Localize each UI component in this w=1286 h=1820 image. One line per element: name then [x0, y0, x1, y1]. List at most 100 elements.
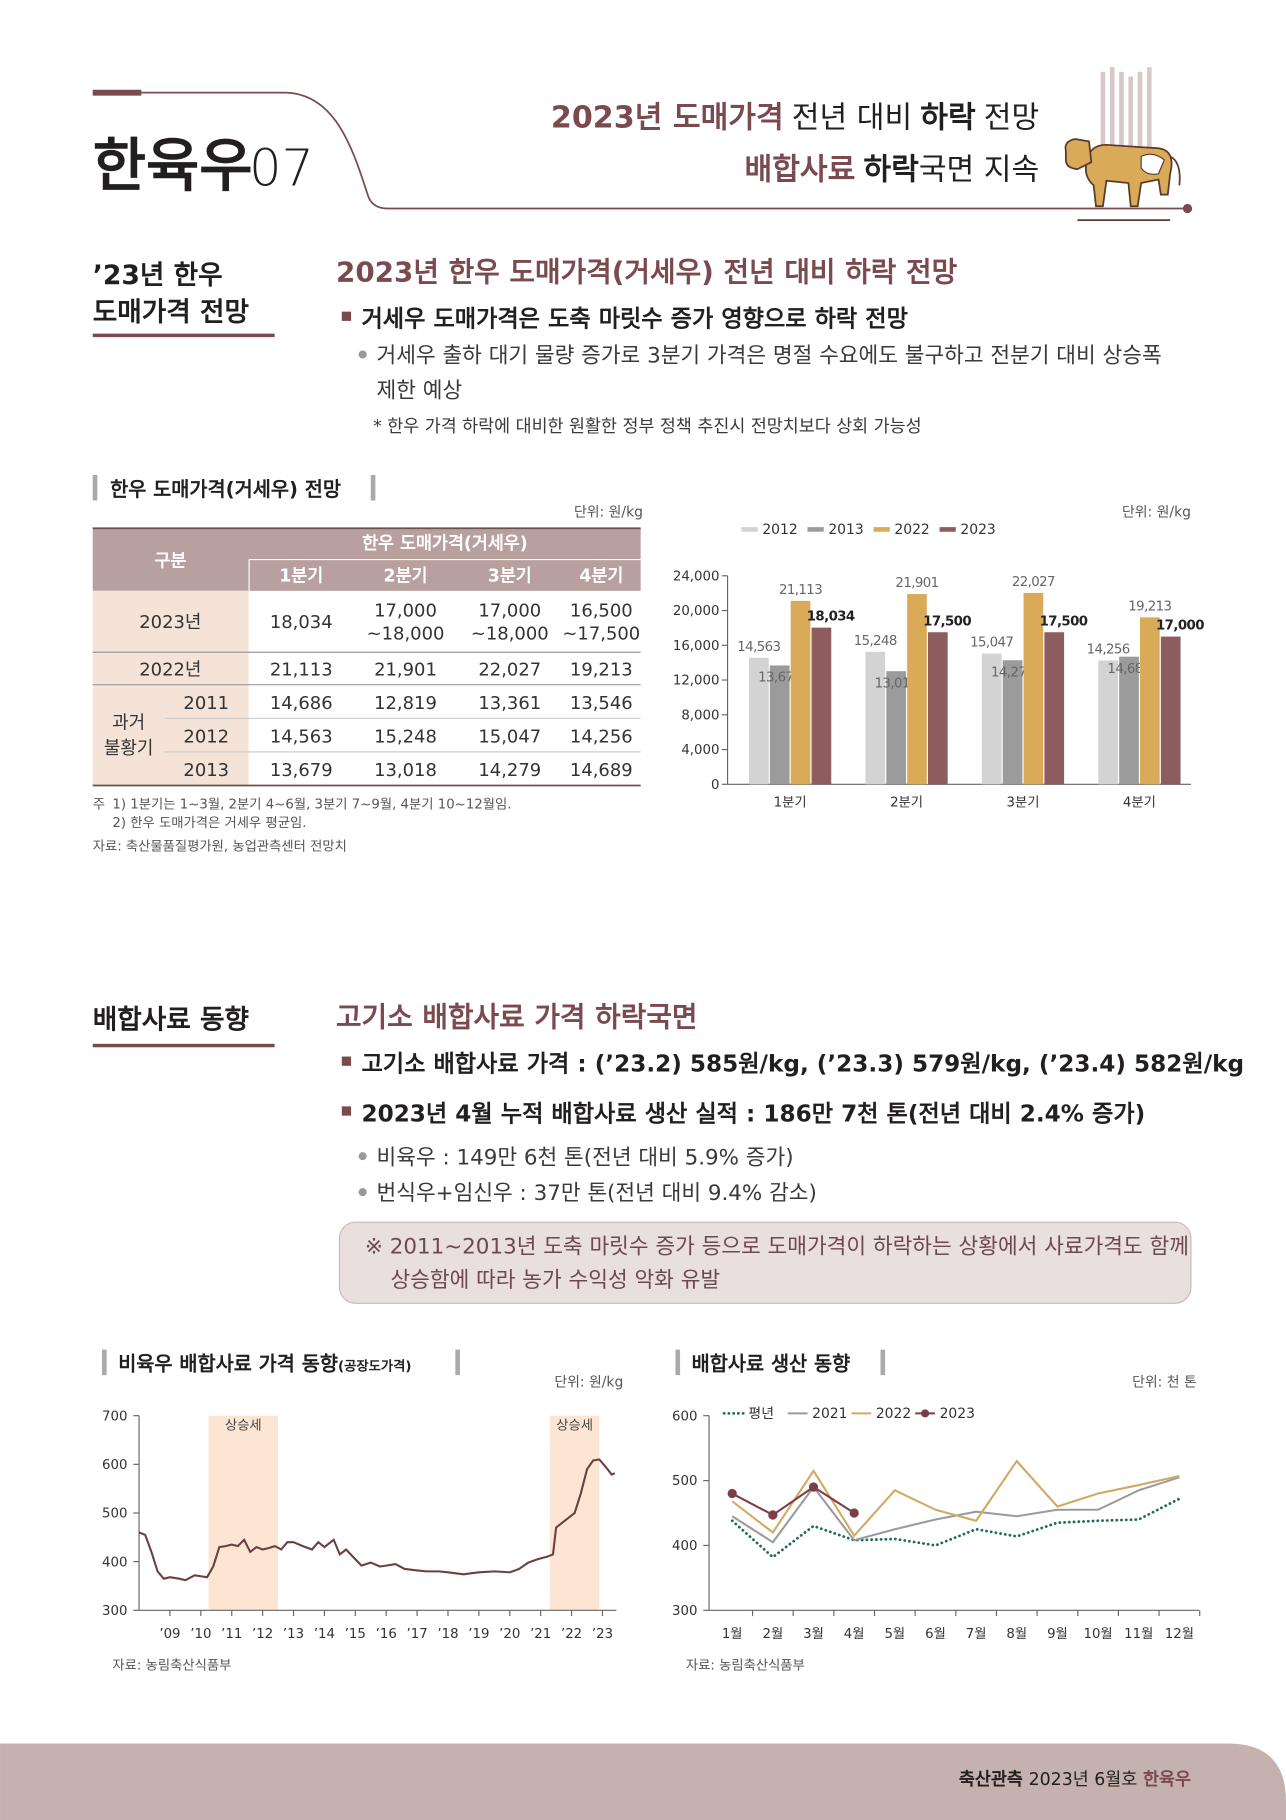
headline-part: 전년 대비	[792, 100, 912, 135]
note-text: 2) 한우 도매가격은 거세우 평균임.	[112, 815, 306, 831]
value-label: 14,256	[1087, 642, 1130, 657]
x-tick-label: 4분기	[1123, 794, 1156, 810]
band-label: 상승세	[225, 1418, 262, 1434]
series-line	[731, 1459, 1180, 1538]
bar	[1023, 592, 1044, 785]
table-cell: 13,546	[570, 693, 633, 714]
title-bar	[455, 1349, 460, 1376]
bar	[1119, 656, 1139, 785]
bar	[886, 671, 906, 785]
y-tick-label: 700	[102, 1409, 127, 1424]
value-label: 19,213	[1128, 599, 1171, 614]
bar	[811, 627, 832, 785]
table-cell: 19,213	[570, 659, 633, 680]
value-label: 18,034	[807, 610, 855, 625]
table-cell: 14,279	[478, 760, 541, 781]
sub-text: 제한 예상	[377, 378, 463, 403]
title-bar	[92, 474, 98, 501]
note-text: * 한우 가격 하락에 대비한 원활한 정부 정책 추진시 전망치보다 상회 가…	[373, 417, 922, 437]
table-cell: 14,256	[570, 727, 633, 748]
unit-label: 단위: 원/kg	[574, 505, 643, 521]
section-label: 배합사료 동향	[93, 1005, 249, 1036]
bullet-dot	[358, 350, 367, 359]
callout-text: ※ 2011~2013년 도축 마릿수 증가 등으로 도매가격이 하락하는 상황…	[365, 1234, 1189, 1259]
bullet-dot	[358, 1188, 367, 1197]
legend-label: 2023	[940, 1406, 975, 1422]
x-tick-label: ’18	[437, 1627, 458, 1642]
table-title: 한우 도매가격(거세우) 전망	[110, 478, 341, 501]
legend-label: 2013	[828, 522, 863, 538]
legend-label: 2012	[762, 522, 797, 538]
x-tick-label: 5월	[884, 1626, 905, 1642]
value-label: 14,563	[737, 640, 780, 655]
bullet-square	[341, 311, 352, 321]
y-tick-label: 400	[102, 1555, 127, 1570]
y-tick-label: 300	[102, 1604, 127, 1619]
x-tick-label: 6월	[925, 1626, 946, 1642]
bullet-square	[341, 1056, 352, 1066]
value-label: 22,027	[1012, 575, 1055, 590]
chart-title: 배합사료 생산 동향	[692, 1353, 851, 1376]
headline-part: 전망	[984, 100, 1039, 135]
bullet-text: 2023년 4월 누적 배합사료 생산 실적 : 186만 7천 톤(전년 대비…	[361, 1101, 1145, 1127]
value-label: 15,248	[854, 634, 897, 649]
series-line	[730, 1497, 1181, 1559]
x-tick-label: ’10	[190, 1627, 211, 1642]
header-rule	[141, 91, 1188, 210]
unit-label: 단위: 천 톤	[1132, 1375, 1197, 1391]
table-cell: 12,819	[374, 693, 437, 714]
header-decoration	[92, 67, 1193, 221]
bar	[769, 665, 790, 785]
table-cell: 17,000	[374, 600, 437, 621]
table-cell: 15,047	[478, 727, 541, 748]
value-label: 17,000	[1156, 619, 1204, 634]
x-tick-label: 11월	[1124, 1626, 1153, 1642]
x-tick-label: ’12	[252, 1627, 273, 1642]
x-tick-label: 3월	[803, 1626, 824, 1642]
legend-label: 2023	[960, 522, 995, 538]
bullet-square	[341, 1106, 352, 1116]
section-underline	[92, 1043, 275, 1048]
callout-box	[338, 1221, 1192, 1304]
bar	[790, 600, 811, 785]
source-text: 자료: 축산물품질평가원, 농업관측센터 전망치	[93, 838, 347, 854]
series-marker	[849, 1508, 859, 1518]
table-cell: ~18,000	[471, 623, 549, 644]
group-label: 불황기	[104, 738, 154, 759]
headline-part: 하락	[863, 153, 919, 188]
y-tick-label: 300	[672, 1604, 697, 1619]
x-tick-label: 2분기	[890, 794, 923, 810]
x-tick-label: ’16	[376, 1627, 397, 1642]
y-tick-label: 0	[711, 778, 719, 793]
footer-part: 축산관측	[959, 1770, 1023, 1790]
x-tick-label: 9월	[1047, 1626, 1068, 1642]
x-tick-label: 3분기	[1007, 794, 1040, 810]
legend-label: 평년	[748, 1406, 774, 1422]
x-tick-label: ’23	[592, 1627, 613, 1642]
table-cell: 21,901	[374, 659, 437, 680]
headline-part: 국면 지속	[919, 153, 1039, 188]
x-tick-label: 4월	[844, 1626, 865, 1642]
price-line	[138, 1458, 616, 1582]
x-tick-label: ’20	[499, 1627, 520, 1642]
bullet-text: 거세우 도매가격은 도축 마릿수 증가 영향으로 하락 전망	[361, 307, 907, 333]
series-line	[731, 1476, 1180, 1544]
y-tick-label: 600	[102, 1458, 127, 1473]
page-title: 한육우	[93, 131, 253, 199]
source-text: 자료: 농림축산식품부	[686, 1657, 805, 1673]
table-cell: 17,000	[478, 600, 541, 621]
table-cell: 13,361	[478, 693, 541, 714]
headline: 배합사료 하락국면 지속	[745, 153, 1040, 188]
y-tick-label: 8,000	[681, 708, 719, 723]
bar	[927, 632, 948, 785]
bar	[1098, 660, 1118, 785]
y-tick-label: 4,000	[681, 743, 719, 758]
chart-title-note: (공장도가격)	[338, 1358, 411, 1375]
x-tick-label: 8월	[1006, 1626, 1027, 1642]
x-tick-label: ’09	[159, 1627, 180, 1642]
value-label: 15,047	[970, 636, 1013, 651]
y-tick-label: 16,000	[673, 639, 720, 654]
unit-label: 단위: 원/kg	[1122, 505, 1191, 521]
legend-marker	[921, 1409, 930, 1418]
legend-label: 2021	[812, 1406, 847, 1422]
